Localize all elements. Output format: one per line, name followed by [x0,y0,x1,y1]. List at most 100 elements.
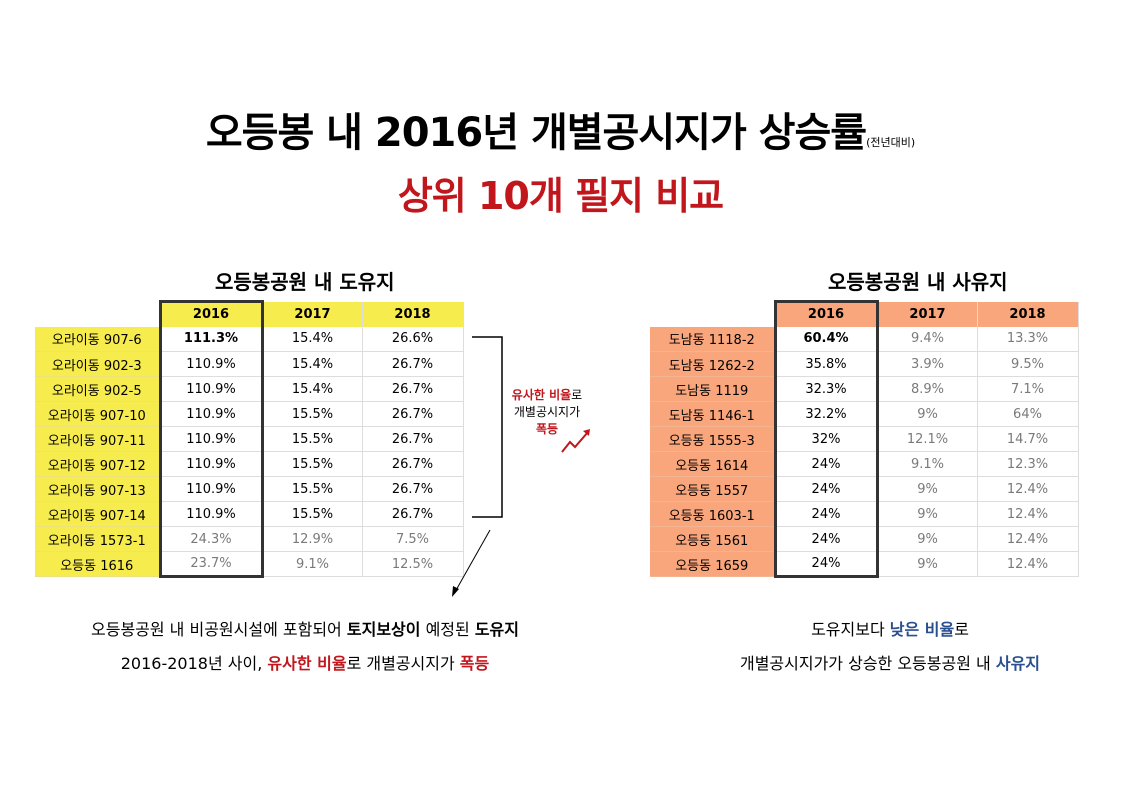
table-row: 오등동 1614 24% 9.1% 12.3% [650,451,1079,477]
cell-2018: 26.7% [362,351,464,377]
header-blank [35,302,160,327]
table-row: 오등동 1561 24% 9% 12.4% [650,526,1079,552]
right-caption-line2: 개별공시지가가 상승한 오등봉공원 내 사유지 [660,650,1120,674]
cell-2016: 32.3% [773,376,879,402]
left-caption-line2: 2016-2018년 사이, 유사한 비율로 개별공시지가 폭등 [0,650,610,674]
cell-2017: 15.4% [262,351,363,377]
cell-2017: 3.9% [877,351,978,377]
cell-2017: 9% [877,551,978,577]
left-caption-line2-c: 로 개별공시지가 [346,654,460,673]
cell-2017: 12.1% [877,426,978,452]
header-2017: 2017 [877,301,978,327]
cell-2016: 24% [773,451,879,477]
row-label: 오라이동 907-10 [35,401,160,427]
right-caption-line1: 도유지보다 낮은 비율로 [660,616,1120,640]
pointer-arrow-head-icon [452,586,459,597]
row-label: 오등동 1616 [35,551,160,577]
cell-2018: 12.5% [362,551,464,577]
cell-2018: 26.7% [362,501,464,527]
row-label: 오등동 1659 [650,551,775,577]
right-caption-line1-c: 로 [954,620,969,639]
cell-2018: 26.7% [362,451,464,477]
cell-2017: 9% [877,526,978,552]
cell-2018: 12.4% [977,501,1079,527]
cell-2017: 8.9% [877,376,978,402]
table-row: 도남동 1118-2 60.4% 9.4% 13.3% [650,326,1079,352]
callout-line2: 개별공시지가 [513,405,581,419]
cell-2017: 15.5% [262,476,363,502]
title-main: 오등봉 내 2016년 개별공시지가 상승률 [205,110,867,156]
left-caption-line2-d: 폭등 [459,654,490,673]
cell-2016: 23.7% [158,551,264,578]
bracket-icon [472,336,503,518]
table-header-row: 2016 2017 2018 [650,300,1079,327]
bracket-graphic [452,336,590,597]
table-row: 도남동 1146-1 32.2% 9% 64% [650,401,1079,427]
cell-2017: 9% [877,476,978,502]
cell-2017: 15.5% [262,426,363,452]
page-title: 오등봉 내 2016년 개별공시지가 상승률(전년대비) [0,100,1121,158]
row-label: 오라이동 907-11 [35,426,160,452]
header-2016: 2016 [773,300,879,327]
table-row: 오라이동 907-14 110.9% 15.5% 26.7% [35,501,464,527]
row-label: 오등동 1614 [650,451,775,477]
right-caption-line1-a: 도유지보다 [811,620,890,639]
cell-2018: 64% [977,401,1079,427]
callout-red2: 폭등 [535,422,559,436]
table-row: 오등동 1659 24% 9% 12.4% [650,551,1079,578]
row-label: 오등동 1561 [650,526,775,552]
cell-2016: 24% [773,476,879,502]
cell-2018: 14.7% [977,426,1079,452]
table-row: 오라이동 907-11 110.9% 15.5% 26.7% [35,426,464,452]
table-row: 오라이동 907-6 111.3% 15.4% 26.6% [35,326,464,352]
right-section-title: 오등봉공원 내 사유지 [828,270,1008,294]
cell-2016: 110.9% [158,501,264,527]
header-2016: 2016 [158,300,264,327]
table-row: 도남동 1119 32.3% 8.9% 7.1% [650,376,1079,402]
left-caption-line2-a: 2016-2018년 사이, [120,654,268,673]
cell-2017: 9.1% [262,551,363,577]
row-label: 도남동 1118-2 [650,326,775,352]
cell-2016: 32.2% [773,401,879,427]
cell-2017: 15.5% [262,501,363,527]
row-label: 오라이동 907-14 [35,501,160,527]
table-row: 오라이동 907-12 110.9% 15.5% 26.7% [35,451,464,477]
cell-2017: 15.5% [262,401,363,427]
callout-red1: 유사한 비율 [511,388,572,402]
cell-2018: 26.6% [362,326,464,352]
callout-black1: 로 [571,388,583,402]
table-row: 오라이동 907-10 110.9% 15.5% 26.7% [35,401,464,427]
cell-2017: 9% [877,401,978,427]
cell-2018: 7.5% [362,526,464,552]
row-label: 도남동 1146-1 [650,401,775,427]
trend-up-icon [561,431,589,453]
table-row: 오라이동 1573-1 24.3% 12.9% 7.5% [35,526,464,552]
header-blank [650,302,775,327]
cell-2016: 110.9% [158,426,264,452]
cell-2016: 24% [773,501,879,527]
table-row: 오등동 1557 24% 9% 12.4% [650,476,1079,502]
page-subtitle: 상위 10개 필지 비교 [397,174,724,218]
table-row: 오등동 1555-3 32% 12.1% 14.7% [650,426,1079,452]
row-label: 오등동 1557 [650,476,775,502]
table-row: 도남동 1262-2 35.8% 3.9% 9.5% [650,351,1079,377]
cell-2017: 15.4% [262,376,363,402]
left-caption-line1-a: 오등봉공원 내 비공원시설에 포함되어 [91,620,347,639]
header-2018: 2018 [977,301,1079,327]
cell-2017: 15.5% [262,451,363,477]
cell-2018: 12.4% [977,526,1079,552]
header-2017: 2017 [262,301,363,327]
cell-2018: 26.7% [362,401,464,427]
right-caption-line2-a: 개별공시지가가 상승한 오등봉공원 내 [739,654,996,673]
row-label: 도남동 1262-2 [650,351,775,377]
cell-2017: 15.4% [262,326,363,352]
cell-2016: 24% [773,551,879,578]
left-caption-line1-b: 토지보상이 [346,620,421,639]
cell-2018: 26.7% [362,476,464,502]
cell-2018: 12.4% [977,551,1079,577]
cell-2018: 12.4% [977,476,1079,502]
cell-2016: 111.3% [158,326,264,352]
left-caption-line1: 오등봉공원 내 비공원시설에 포함되어 토지보상이 예정된 도유지 [0,616,610,640]
table-header-row: 2016 2017 2018 [35,300,464,327]
right-caption-line2-b: 사유지 [995,654,1041,673]
